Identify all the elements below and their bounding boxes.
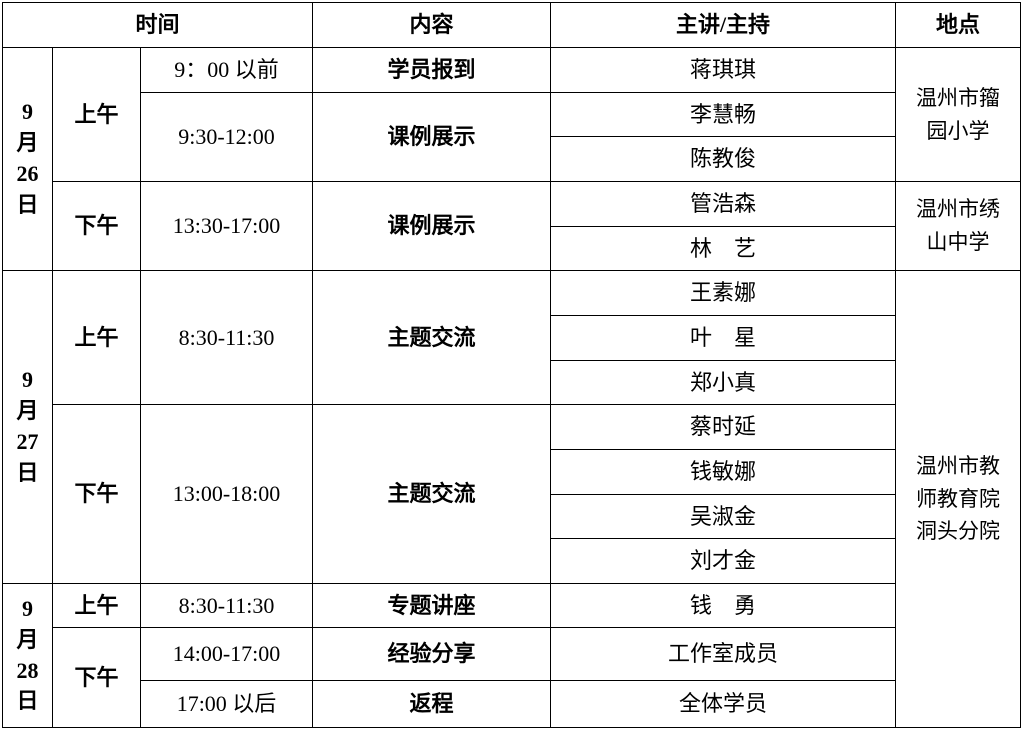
header-row: 时间 内容 主讲/主持 地点 (2, 2, 1021, 48)
content-cell: 经验分享 (312, 627, 551, 681)
content-cell: 课例展示 (312, 92, 551, 182)
date-cell: 9 月 28 日 (2, 583, 53, 728)
time-cell: 9：00 以前 (140, 47, 313, 93)
speaker-cell: 林 艺 (550, 226, 896, 271)
table-row: 下午 14:00-17:00 经验分享 工作室成员 (3, 627, 1021, 728)
table-row: 9 月 28 日 上午 8:30-11:30 专题讲座 钱 勇 (2, 583, 1021, 728)
table-row: 林 艺 (3, 226, 1021, 271)
speaker-cell: 蒋琪琪 (550, 47, 896, 93)
content-cell: 主题交流 (312, 404, 551, 584)
time-cell: 9:30-12:00 (140, 92, 313, 182)
speaker-cell: 刘才金 (550, 538, 896, 584)
location-cell: 温州市籀 园小学 (895, 47, 1021, 182)
speaker-cell: 蔡时延 (550, 404, 896, 450)
table-row: 9 月 27 日 上午 8:30-11:30 主题交流 王素娜 温州市教 师教育院 洞头分… (2, 270, 1021, 728)
table-row: 9 月 26 日 上午 9：00 以前 学员报到 蒋琪琪 温州市籀 园小学 (2, 47, 1021, 271)
period-cell: 上午 (52, 270, 141, 405)
table-row: 下午 13:30-17:00 课例展示 管浩森 温州市绣 山中学 (3, 181, 1021, 271)
speaker-cell: 钱 勇 (550, 583, 896, 628)
table-row: 下午 13:00-18:00 主题交流 蔡时延 (3, 404, 1021, 584)
time-cell: 8:30-11:30 (140, 583, 313, 628)
time-cell: 13:30-17:00 (140, 181, 313, 271)
period-cell: 下午 (52, 404, 141, 584)
period-cell: 下午 (52, 627, 141, 728)
speaker-cell: 吴淑金 (550, 494, 896, 539)
date-cell: 9 月 26 日 (2, 47, 53, 271)
location-cell: 温州市绣 山中学 (895, 181, 1021, 271)
content-cell: 主题交流 (312, 270, 551, 405)
speaker-cell: 郑小真 (550, 360, 896, 405)
location-cell: 温州市教 师教育院 洞头分院 (895, 270, 1021, 728)
table-row: 叶 星 (3, 315, 1021, 361)
header-content: 内容 (312, 2, 551, 48)
period-cell: 下午 (52, 181, 141, 271)
time-cell: 14:00-17:00 (140, 627, 313, 681)
time-cell: 8:30-11:30 (140, 270, 313, 405)
speaker-cell: 管浩森 (550, 181, 896, 227)
content-cell: 课例展示 (312, 181, 551, 271)
period-cell: 上午 (52, 47, 141, 182)
table-row: 吴淑金 (3, 494, 1021, 539)
table-row: 17:00 以后 返程 全体学员 (3, 680, 1021, 728)
table-row: 陈教俊 (3, 136, 1021, 182)
speaker-cell: 李慧畅 (550, 92, 896, 137)
speaker-cell: 全体学员 (550, 680, 896, 728)
speaker-cell: 钱敏娜 (550, 449, 896, 495)
speaker-cell: 叶 星 (550, 315, 896, 361)
date-cell: 9 月 27 日 (2, 270, 53, 584)
period-cell: 上午 (52, 583, 141, 628)
content-cell: 专题讲座 (312, 583, 551, 628)
header-time: 时间 (2, 2, 313, 48)
content-cell: 返程 (312, 680, 551, 728)
speaker-cell: 陈教俊 (550, 136, 896, 182)
table-row: 9:30-12:00 课例展示 李慧畅 (3, 92, 1021, 182)
header-speaker: 主讲/主持 (550, 2, 896, 48)
header-location: 地点 (895, 2, 1021, 48)
speaker-cell: 王素娜 (550, 270, 896, 316)
time-cell: 17:00 以后 (140, 680, 313, 728)
speaker-cell: 工作室成员 (550, 627, 896, 681)
content-cell: 学员报到 (312, 47, 551, 93)
time-cell: 13:00-18:00 (140, 404, 313, 584)
